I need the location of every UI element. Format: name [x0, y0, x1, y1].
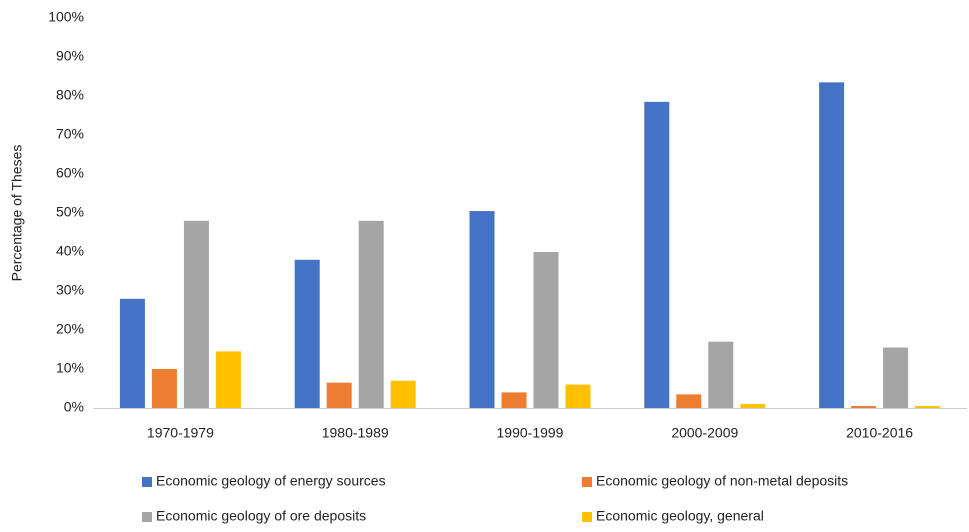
- legend-swatch: [582, 512, 592, 522]
- y-tick-label: 50%: [56, 204, 84, 220]
- y-tick-label: 90%: [56, 48, 84, 64]
- y-tick-label: 0%: [64, 399, 84, 415]
- x-tick-label: 2000-2009: [671, 425, 738, 441]
- legend-label: Economic geology of ore deposits: [156, 508, 366, 524]
- legend-swatch: [582, 477, 592, 487]
- y-tick-label: 100%: [48, 9, 84, 25]
- legend-swatch: [142, 512, 152, 522]
- bar: [676, 394, 702, 408]
- x-tick-label: 1970-1979: [147, 425, 214, 441]
- bar: [708, 341, 734, 408]
- x-tick-label: 1990-1999: [497, 425, 564, 441]
- y-tick-label: 10%: [56, 360, 84, 376]
- bar: [819, 82, 845, 408]
- y-tick-label: 80%: [56, 87, 84, 103]
- bar: [215, 351, 241, 408]
- bar: [565, 384, 591, 408]
- bar: [501, 392, 527, 408]
- bar: [915, 406, 941, 408]
- bar: [183, 220, 209, 408]
- bar: [390, 380, 416, 408]
- bar: [644, 101, 670, 408]
- bar: [358, 220, 384, 408]
- legend-swatch: [142, 477, 152, 487]
- bar: [469, 211, 495, 408]
- y-tick-label: 20%: [56, 321, 84, 337]
- bar: [851, 406, 877, 408]
- bar: [119, 298, 145, 408]
- bar: [883, 347, 909, 408]
- legend-label: Economic geology of non-metal deposits: [596, 473, 848, 489]
- y-tick-label: 60%: [56, 165, 84, 181]
- y-tick-label: 70%: [56, 126, 84, 142]
- bar: [740, 404, 766, 408]
- y-tick-label: 40%: [56, 243, 84, 259]
- y-axis-label: Percentage of Theses: [9, 145, 25, 282]
- legend-label: Economic geology, general: [596, 508, 764, 524]
- bar: [533, 252, 559, 408]
- legend-label: Economic geology of energy sources: [156, 473, 386, 489]
- x-tick-label: 1980-1989: [322, 425, 389, 441]
- bar: [326, 382, 352, 408]
- bar: [151, 369, 177, 408]
- x-tick-label: 2010-2016: [846, 425, 913, 441]
- y-tick-label: 30%: [56, 282, 84, 298]
- bar: [294, 259, 320, 408]
